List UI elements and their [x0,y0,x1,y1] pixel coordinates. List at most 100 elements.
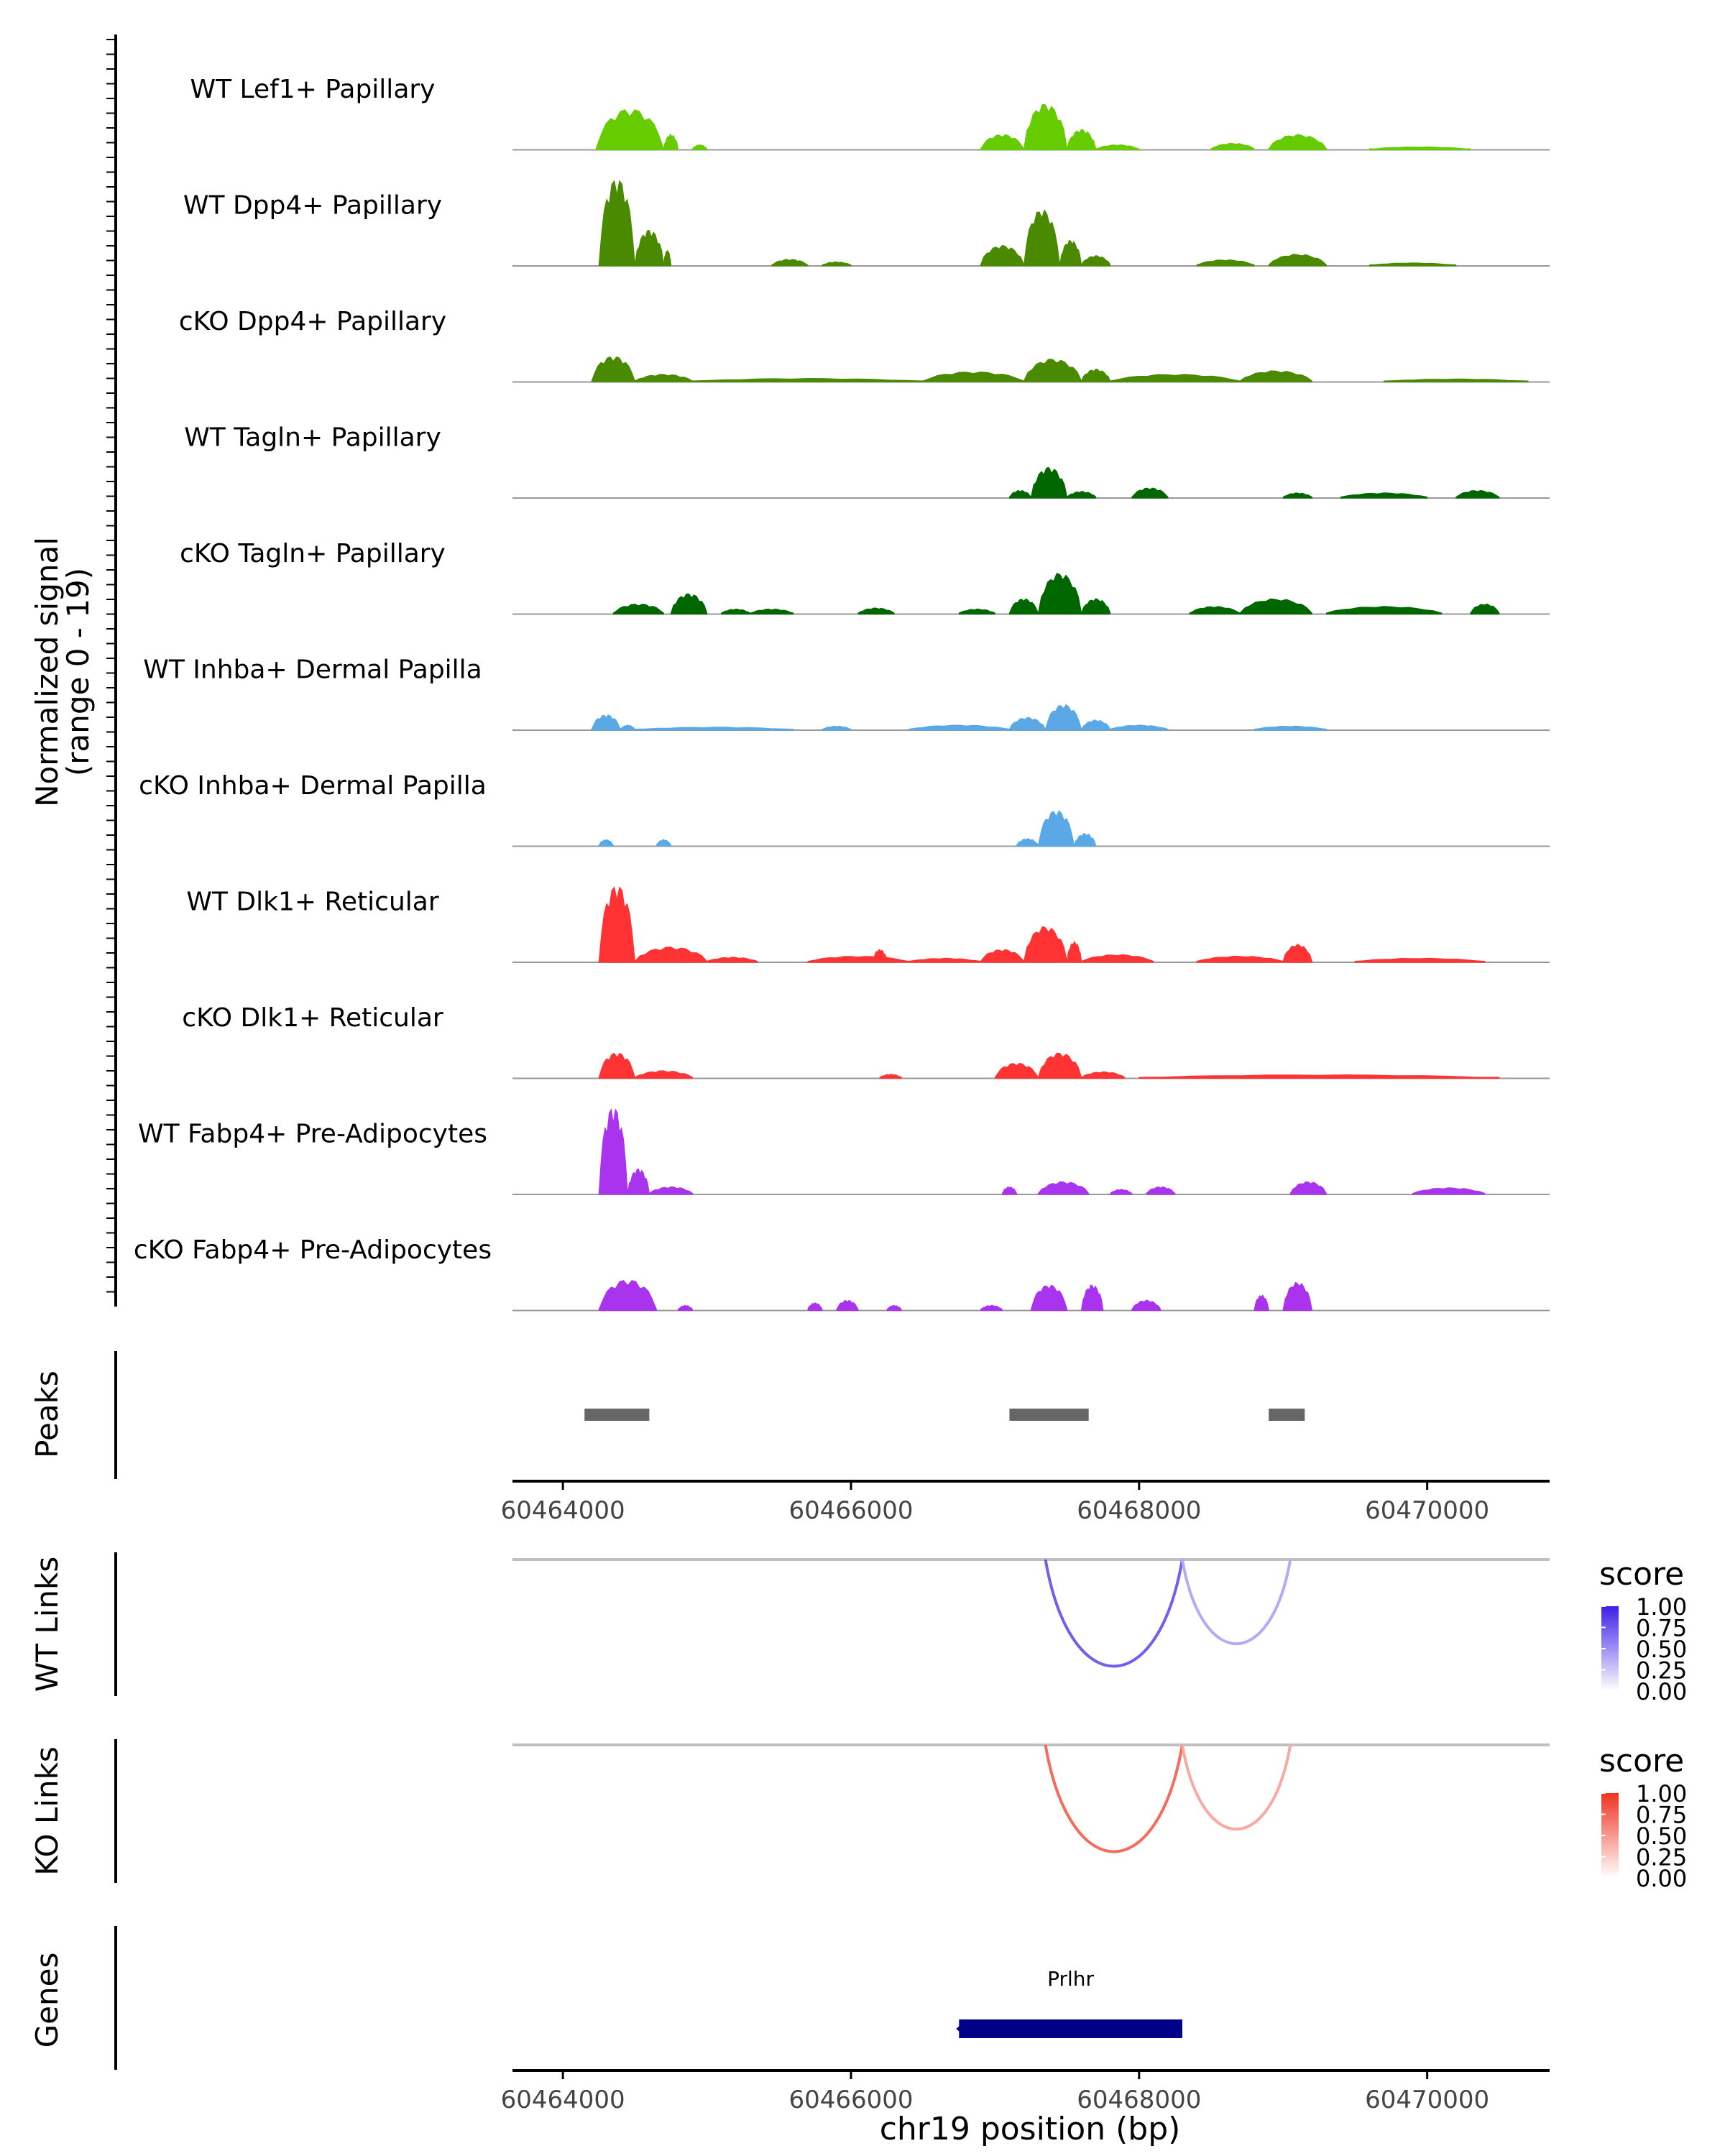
peak-region [1269,1409,1305,1421]
signal-peak [1131,487,1169,499]
signal-peak [1354,957,1486,963]
ko-links-label: KO Links [29,1746,65,1876]
signal-peak [663,134,678,150]
coverage-y-range-label: (range 0 - 19) [60,568,96,776]
signal-peak [1031,1284,1068,1311]
track-label: cKO Dlk1+ Reticular [182,1003,443,1033]
signal-peak [750,608,794,614]
signal-peak [671,593,708,614]
signal-peak [598,1107,628,1195]
signal-peak [634,374,693,382]
wt-links-panel: WT Links score 1.000.750.500.250.00 [29,1552,1687,1705]
signal-peak [1254,725,1327,731]
ko-link-arcs [1044,1744,1292,1853]
signal-peak [1210,142,1255,150]
signal-peak [807,956,909,963]
wt-legend-ticks: 1.000.750.500.250.00 [1601,1593,1687,1705]
legend-tick-label: 0.00 [1636,1678,1687,1705]
signal-peak [1196,259,1255,267]
signal-peak [836,1299,859,1311]
signal-peak [634,1070,693,1079]
signal-peak [1455,489,1500,499]
signal-peak [980,949,1024,963]
x-tick-label: 60464000 [501,1496,625,1525]
signal-peak [692,377,924,382]
signal-peak [591,714,621,731]
legend-tick-label: 0.75 [1636,1615,1687,1642]
signal-peak [656,839,671,847]
track-wt-dlk1-reticular: WT Dlk1+ Reticular [186,886,1550,963]
gene-body [959,2019,1182,2038]
signal-peak [1268,134,1327,150]
signal-peak [922,371,1024,382]
signal-peak [1282,1281,1312,1311]
signal-peak [908,724,1010,731]
signal-peak [886,1305,902,1311]
signal-peak [1024,359,1082,382]
coverage-tracks: WT Lef1+ Papillary WT Dpp4+ Papillary cKO … [134,75,1550,1312]
signal-peak [1289,1181,1327,1195]
signal-peak [1081,954,1154,963]
legend-tick-label: 0.00 [1636,1865,1687,1892]
track-label: cKO Fabp4+ Pre-Adipocytes [134,1235,492,1265]
signal-peak [663,249,671,267]
peaks-label: Peaks [29,1370,65,1458]
track-wt-tagln-papillary: WT Tagln+ Papillary [184,423,1550,499]
legend-tick-label: 0.75 [1636,1802,1687,1829]
genes-label: Genes [29,1953,65,2048]
signal-peak [598,886,635,963]
signal-peak [1067,491,1097,499]
signal-peak [1254,1294,1269,1311]
track-label: WT Tagln+ Papillary [184,423,441,453]
signal-peak [1239,370,1312,382]
signal-peak [1189,606,1241,614]
legend-tick-label: 0.25 [1636,1844,1687,1871]
track-label: cKO Dpp4+ Papillary [179,307,446,336]
signal-peak [1412,1187,1486,1195]
track-label: WT Inhba+ Dermal Papilla [143,655,482,685]
signal-peak [1038,573,1082,614]
genes-x-axis-ticks: 60464000 60466000 60468000 60470000 [501,2070,1489,2114]
signal-peak [980,244,1024,267]
signal-peak [1081,369,1111,382]
signal-peak [771,259,809,267]
signal-peak [1239,598,1312,614]
x-tick-label: 60466000 [788,2086,913,2114]
signal-peak [627,1169,650,1195]
signal-peak [822,725,852,731]
signal-peak [1384,378,1529,382]
track-cko-dlk1-reticular: cKO Dlk1+ Reticular [182,1003,1550,1079]
signal-peak [1038,1181,1090,1195]
signal-peak [1038,1052,1082,1079]
signal-peak [598,1280,657,1311]
signal-peak [857,607,895,614]
signal-peak [1325,606,1443,614]
track-wt-inhba-dermal-papilla: WT Inhba+ Dermal Papilla [143,655,1550,731]
signal-peak [872,949,888,963]
signal-peak [994,1062,1039,1079]
signal-peak [598,1052,635,1079]
signal-peak [1008,717,1046,731]
x-tick-label: 60468000 [1077,1496,1201,1525]
signal-peak [707,957,758,963]
signal-peak [958,608,995,614]
track-cko-inhba-dermal-papilla: cKO Inhba+ Dermal Papilla [139,771,1550,847]
signal-peak [1196,955,1284,963]
signal-peak [598,839,614,847]
signal-peak [1081,255,1111,267]
signal-peak [908,957,981,963]
coverage-panel: Normalized signal (range 0 - 19) WT Lef1… [29,34,1550,1312]
track-label: WT Fabp4+ Pre-Adipocytes [138,1120,487,1149]
signal-peak [1074,833,1097,847]
signal-peak [595,109,664,150]
wt-links-label: WT Links [29,1557,65,1692]
signal-peak [1024,926,1068,963]
gene-name-label: Prlhr [1047,1967,1094,1991]
track-label: cKO Tagln+ Papillary [180,539,446,568]
legend-tick-label: 1.00 [1636,1780,1687,1807]
legend-tick-label: 0.50 [1636,1636,1687,1663]
signal-peak [1081,598,1111,614]
peak-region [1009,1409,1089,1421]
signal-peak [1008,489,1031,499]
